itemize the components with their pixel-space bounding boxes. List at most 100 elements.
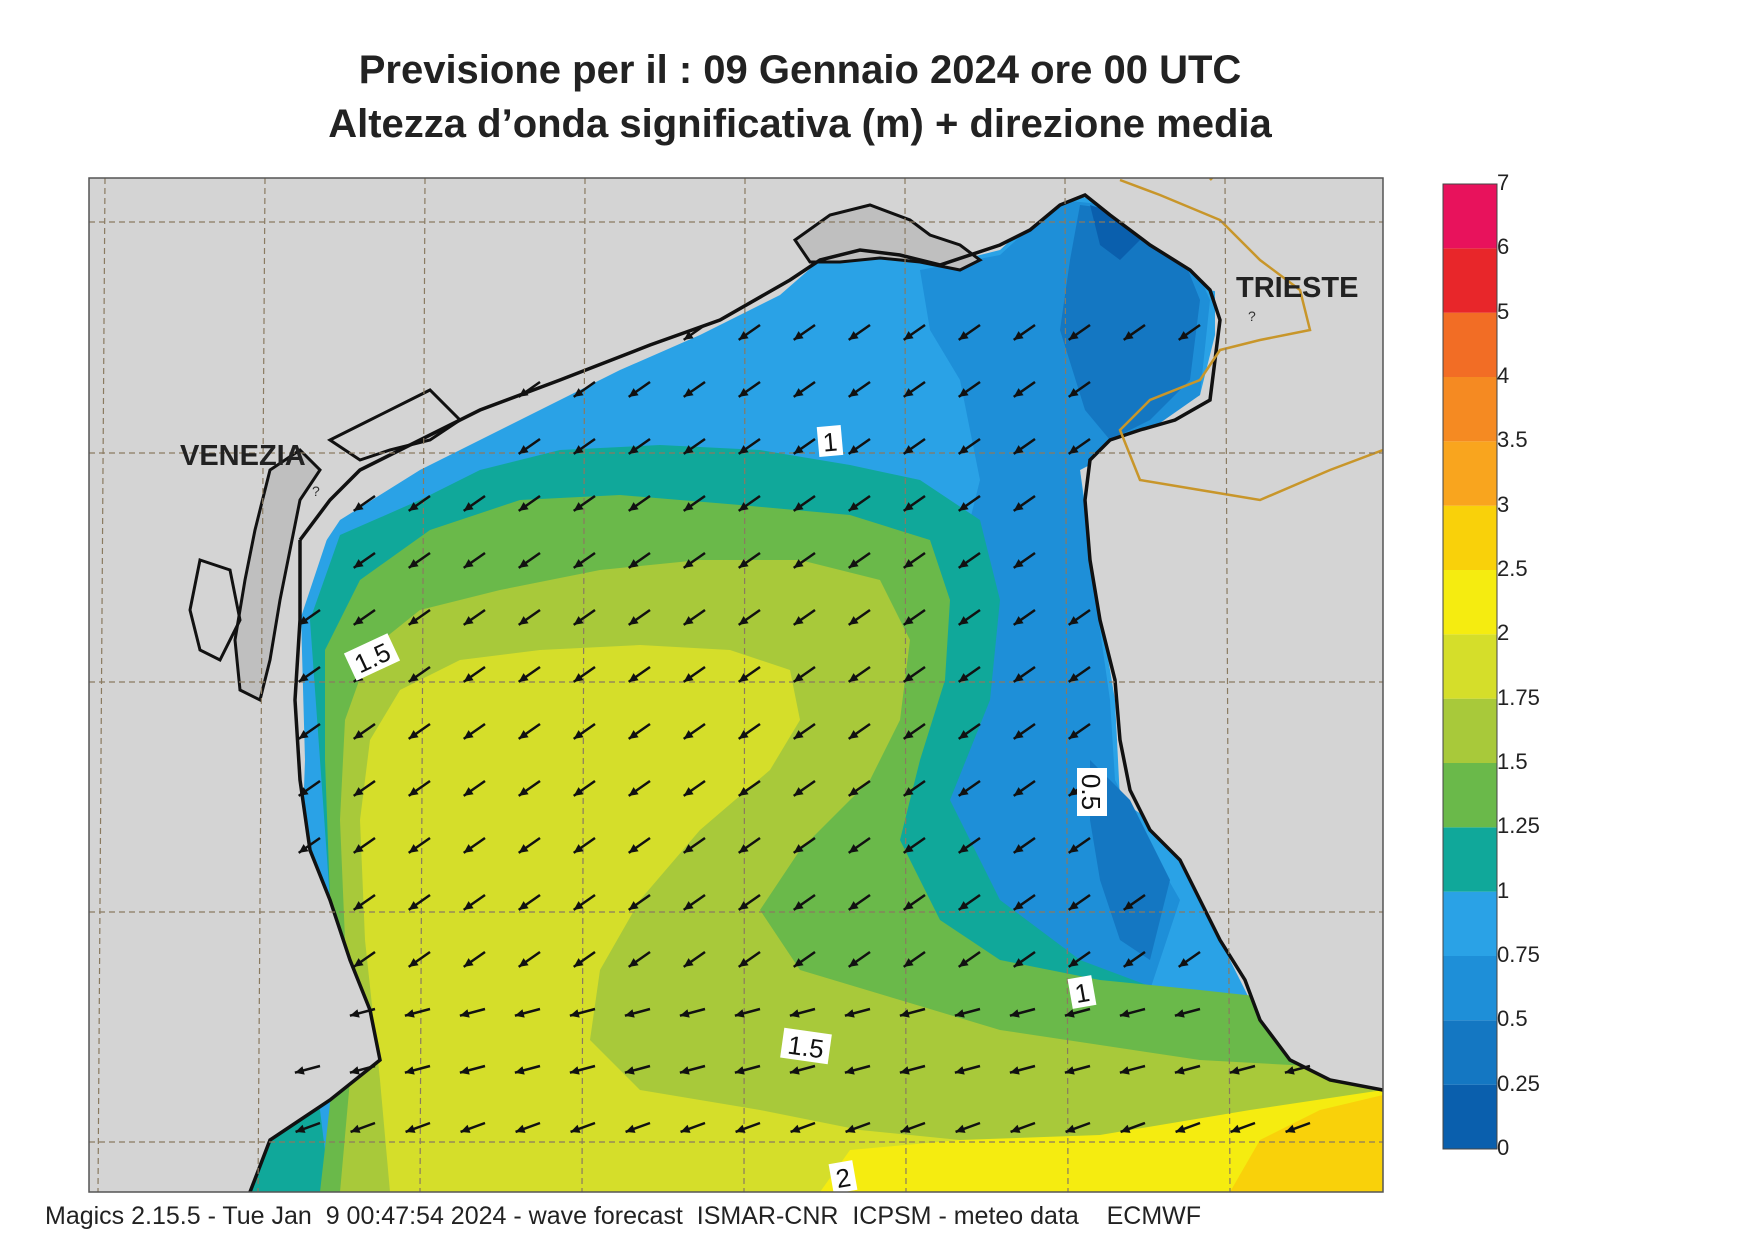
wave-direction-arrowhead (295, 1124, 306, 1133)
wave-direction-arrowhead (463, 673, 474, 682)
wave-direction-arrowhead (573, 787, 584, 796)
wave-direction-arrowhead (404, 1009, 415, 1018)
wave-direction-arrowhead (903, 331, 914, 340)
wave-direction-arrowhead (405, 1124, 416, 1133)
wave-direction-arrowhead (903, 388, 914, 397)
wave-direction-arrowhead (1013, 502, 1024, 511)
legend-tick-label: 0.75 (1497, 942, 1540, 967)
legend-tick-label: 7 (1497, 170, 1510, 195)
wave-direction-arrowhead (1013, 559, 1024, 568)
venice-lagoon (233, 448, 322, 703)
legend-tick-label: 1 (1497, 877, 1510, 903)
wave-direction-arrowhead (848, 388, 859, 397)
wave-direction-arrowhead (628, 844, 639, 853)
wave-direction-arrowhead (408, 787, 419, 796)
wave-direction-arrowhead (624, 1009, 635, 1018)
wave-direction-arrowhead (628, 673, 639, 682)
legend-tick-label: 2 (1497, 620, 1510, 646)
wave-direction-arrowhead (628, 502, 639, 511)
wave-direction-arrowhead (408, 901, 419, 910)
venezia-marker-icon: ? (312, 483, 320, 499)
wave-direction-arrowhead (1013, 787, 1024, 796)
wave-direction-arrowhead (958, 844, 969, 853)
wave-direction-arrowhead (789, 1066, 800, 1075)
wave-direction-arrowhead (793, 901, 804, 910)
legend-swatch (1443, 827, 1497, 892)
wave-direction-arrowhead (845, 1124, 856, 1133)
wave-direction-arrowhead (353, 502, 364, 511)
wave-direction-arrowhead (958, 502, 969, 511)
wave-direction-arrowhead (679, 1009, 690, 1018)
wave-direction-arrowhead (628, 559, 639, 568)
wave-direction-arrowhead (298, 844, 309, 853)
wave-direction-arrowhead (903, 901, 914, 910)
wave-direction-arrowhead (683, 730, 694, 739)
wave-direction-arrowhead (903, 502, 914, 511)
legend-swatch (1443, 312, 1497, 377)
wave-direction-arrowhead (848, 502, 859, 511)
wave-direction-arrowhead (404, 1066, 415, 1075)
trieste-marker-icon: ? (1248, 308, 1256, 324)
sea-band-2-2.5 (820, 1090, 1383, 1192)
legend-border (1442, 183, 1498, 1150)
wave-direction-arrowhead (899, 1009, 910, 1018)
legend-swatch (1443, 1020, 1497, 1085)
wave-direction-arrowhead (353, 787, 364, 796)
wave-direction-arrowhead (1009, 1066, 1020, 1075)
sea-band-0.25-0.5 (1060, 205, 1200, 440)
wave-direction-arrowhead (628, 901, 639, 910)
legend-tick-label: 1.75 (1497, 684, 1540, 710)
wave-direction-arrowhead (518, 388, 529, 397)
legend-colorbar (1442, 183, 1498, 1150)
wave-direction-arrowhead (738, 958, 749, 967)
wave-direction-arrowhead (1178, 331, 1189, 340)
wave-direction-arrowhead (848, 616, 859, 625)
wave-direction-arrowhead (683, 331, 694, 340)
wave-direction-arrowhead (1068, 445, 1079, 454)
wave-direction-arrowhead (353, 559, 364, 568)
wave-direction-arrowhead (1013, 844, 1024, 853)
contour-label-text: 0.5 (1076, 774, 1106, 810)
wave-direction-arrowhead (903, 445, 914, 454)
wave-direction-arrowhead (463, 958, 474, 967)
wave-direction-arrowhead (628, 958, 639, 967)
coastline-west (248, 540, 382, 1192)
city-label-venezia: VENEZIA (180, 440, 306, 472)
wave-direction-arrowhead (844, 1066, 855, 1075)
wave-direction-arrowhead (294, 1066, 305, 1075)
legend-tick-label: 6 (1497, 234, 1510, 260)
sea-band-1.75-2 (360, 645, 1383, 1192)
wave-direction-arrowhead (570, 1124, 581, 1133)
wave-direction-arrowhead (1120, 1124, 1131, 1133)
wave-direction-arrowhead (408, 673, 419, 682)
wave-direction-arrowhead (958, 901, 969, 910)
contour-label-1-north: 1 (816, 425, 844, 458)
wave-direction-arrowhead (349, 1009, 360, 1018)
wave-direction-arrowhead (573, 673, 584, 682)
wave-direction-arrowhead (573, 901, 584, 910)
wave-direction-arrowhead (793, 388, 804, 397)
legend-tick-label: 1.25 (1497, 813, 1540, 839)
wave-direction-arrowhead (848, 559, 859, 568)
legend-tick-label: 3 (1497, 491, 1510, 517)
legend-swatch (1443, 956, 1497, 1021)
wave-direction-arrowhead (463, 616, 474, 625)
wave-direction-arrowhead (958, 388, 969, 397)
wave-direction-arrowhead (848, 787, 859, 796)
legend-tick-label: 3.5 (1497, 427, 1528, 453)
wave-direction-arrowhead (1119, 1066, 1130, 1075)
wave-direction-arrowhead (459, 1009, 470, 1018)
wave-direction-arrowhead (903, 787, 914, 796)
direction-arrows (294, 323, 1311, 1134)
wave-direction-arrowhead (1068, 844, 1079, 853)
wave-direction-arrowhead (518, 787, 529, 796)
wave-direction-arrowhead (408, 502, 419, 511)
wave-direction-arrowhead (683, 388, 694, 397)
wave-direction-arrowhead (408, 844, 419, 853)
legend-swatch (1443, 441, 1497, 506)
wave-direction-arrowhead (518, 445, 529, 454)
wave-direction-arrowhead (683, 559, 694, 568)
wave-direction-arrowhead (463, 559, 474, 568)
wave-direction-arrowhead (848, 673, 859, 682)
wave-direction-arrowhead (790, 1124, 801, 1133)
